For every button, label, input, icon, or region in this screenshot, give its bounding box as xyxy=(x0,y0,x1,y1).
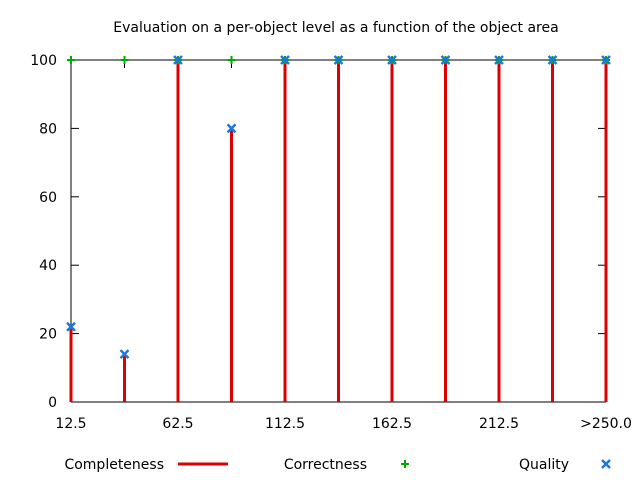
legend-quality-swatch xyxy=(601,459,611,469)
legend-label: Completeness xyxy=(64,457,164,473)
quality-point xyxy=(66,321,76,332)
quality-point-b xyxy=(119,349,130,360)
quality-point-b xyxy=(387,55,397,65)
quality-point xyxy=(601,55,611,65)
quality-point-b xyxy=(601,55,611,65)
legend-label: Quality xyxy=(519,457,569,473)
quality-point-b xyxy=(440,55,451,65)
quality-point-b xyxy=(280,55,290,65)
x-tick-label: 162.5 xyxy=(372,416,412,432)
y-tick-label: 40 xyxy=(39,258,57,274)
chart-title: Evaluation on a per-object level as a fu… xyxy=(113,20,558,36)
quality-point-b xyxy=(494,55,504,65)
quality-point xyxy=(333,55,344,65)
quality-point-b xyxy=(66,321,76,332)
legend-label: Correctness xyxy=(284,457,367,473)
axes: 0 20 40 60 80 100 12.5 62.5 112.5 162.5 212.5 >250.… xyxy=(30,53,632,432)
quality-point xyxy=(387,55,397,65)
y-tick-label: 100 xyxy=(30,53,57,69)
quality-point-b xyxy=(547,55,558,65)
y-tick-label: 80 xyxy=(39,121,57,137)
y-tick-label: 20 xyxy=(39,327,57,343)
legend-correctness-swatch xyxy=(401,460,409,468)
quality-point xyxy=(226,123,237,134)
quality-point xyxy=(494,55,504,65)
quality-point xyxy=(280,55,290,65)
x-tick-label: >250.0 xyxy=(580,416,632,432)
legend-quality-swatch-b xyxy=(601,459,611,469)
x-tick-label: 112.5 xyxy=(265,416,305,432)
quality-point xyxy=(547,55,558,65)
x-tick-label: 212.5 xyxy=(479,416,519,432)
quality-point-b xyxy=(226,123,237,134)
y-tick-label: 60 xyxy=(39,190,57,206)
correctness-point xyxy=(120,56,129,64)
chart-marks xyxy=(66,55,611,402)
y-tick-label: 0 xyxy=(48,395,57,411)
quality-point xyxy=(440,55,451,65)
legend: Completeness Correctness Quality xyxy=(64,457,611,473)
correctness-point xyxy=(67,56,75,64)
x-tick-label: 12.5 xyxy=(55,416,86,432)
quality-point xyxy=(173,55,183,65)
correctness-point xyxy=(227,56,236,64)
quality-point-b xyxy=(333,55,344,65)
x-tick-label: 62.5 xyxy=(162,416,193,432)
quality-point-b xyxy=(173,55,183,65)
quality-point xyxy=(119,349,130,360)
